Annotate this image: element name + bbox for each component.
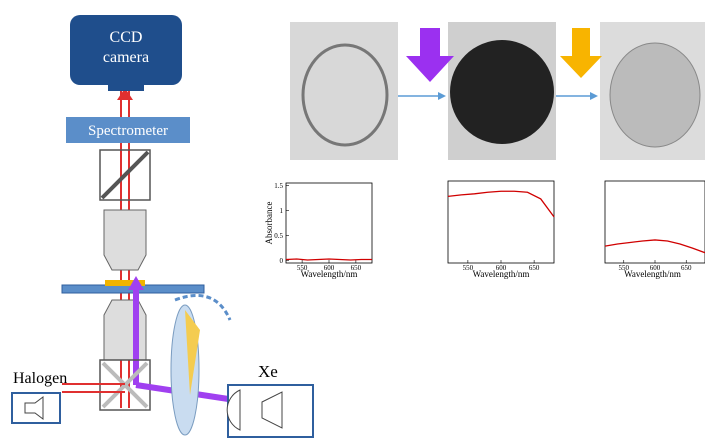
x-tick-label: 650 bbox=[529, 264, 540, 272]
y-tick-label: 0.5 bbox=[274, 232, 283, 240]
spectrum-line bbox=[605, 240, 705, 253]
plot-frame bbox=[286, 183, 372, 263]
xe-label: Xe bbox=[258, 362, 278, 381]
figure: CCDcamera Spectrometer Halogen Xe 550600… bbox=[0, 0, 705, 438]
y-tick-label: 1.5 bbox=[274, 182, 283, 190]
spectrum-line bbox=[448, 191, 554, 217]
y-axis-label: Absorbance bbox=[264, 202, 274, 245]
spectrum-line bbox=[286, 259, 372, 260]
halogen-label: Halogen bbox=[13, 370, 67, 387]
y-tick-label: 1 bbox=[280, 207, 284, 215]
spectrometer-label: Spectrometer bbox=[88, 123, 168, 139]
x-axis-label: Wavelength/nm bbox=[301, 269, 358, 279]
x-axis-label: Wavelength/nm bbox=[624, 269, 681, 279]
y-tick-label: 0 bbox=[280, 257, 284, 265]
x-tick-label: 650 bbox=[681, 264, 692, 272]
plot-frame bbox=[605, 181, 705, 263]
x-axis-label: Wavelength/nm bbox=[473, 269, 530, 279]
plot-frame bbox=[448, 181, 554, 263]
micrographs bbox=[290, 22, 705, 160]
